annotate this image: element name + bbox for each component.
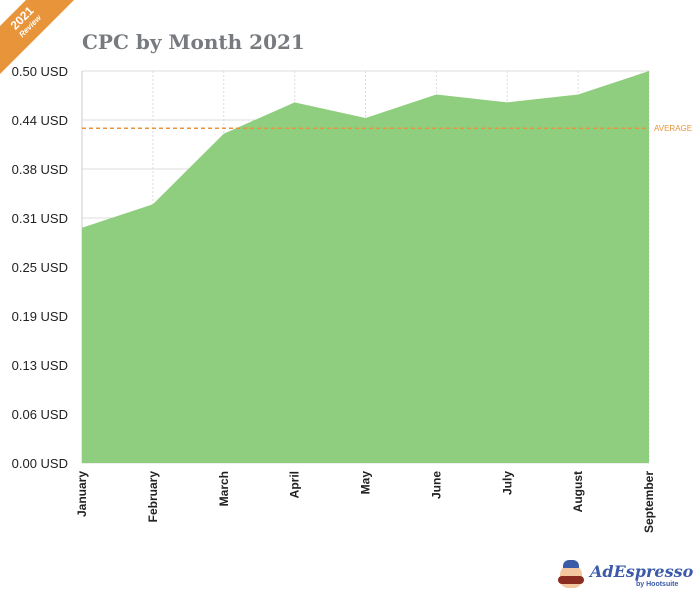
y-tick-label: 0.38 USD <box>12 162 68 177</box>
chart-title: CPC by Month 2021 <box>82 30 305 54</box>
adespresso-logo: AdEspresso by Hootsuite <box>558 560 694 592</box>
x-tick-label: January <box>75 471 89 517</box>
y-tick-label: 0.19 USD <box>12 309 68 324</box>
x-tick-label: February <box>146 471 160 523</box>
area-series <box>82 71 649 463</box>
y-tick-label: 0.06 USD <box>12 407 68 422</box>
logo-name: AdEspresso <box>590 562 694 581</box>
x-tick-label: March <box>217 471 231 506</box>
logo-by: by Hootsuite <box>636 581 679 588</box>
x-tick-label: July <box>500 471 514 495</box>
average-label: AVERAGE <box>654 124 692 133</box>
y-tick-label: 0.00 USD <box>12 456 68 471</box>
mascot-mustache <box>558 576 584 584</box>
y-tick-label: 0.50 USD <box>12 64 68 79</box>
x-tick-label: April <box>288 471 302 498</box>
x-tick-label: June <box>429 471 443 499</box>
x-tick-label: May <box>359 471 373 495</box>
y-tick-label: 0.31 USD <box>12 211 68 226</box>
y-tick-label: 0.25 USD <box>12 260 68 275</box>
y-tick-label: 0.44 USD <box>12 113 68 128</box>
x-tick-label: August <box>571 471 585 512</box>
y-tick-label: 0.13 USD <box>12 358 68 373</box>
mascot-hat <box>563 560 579 568</box>
x-tick-label: September <box>642 471 656 533</box>
